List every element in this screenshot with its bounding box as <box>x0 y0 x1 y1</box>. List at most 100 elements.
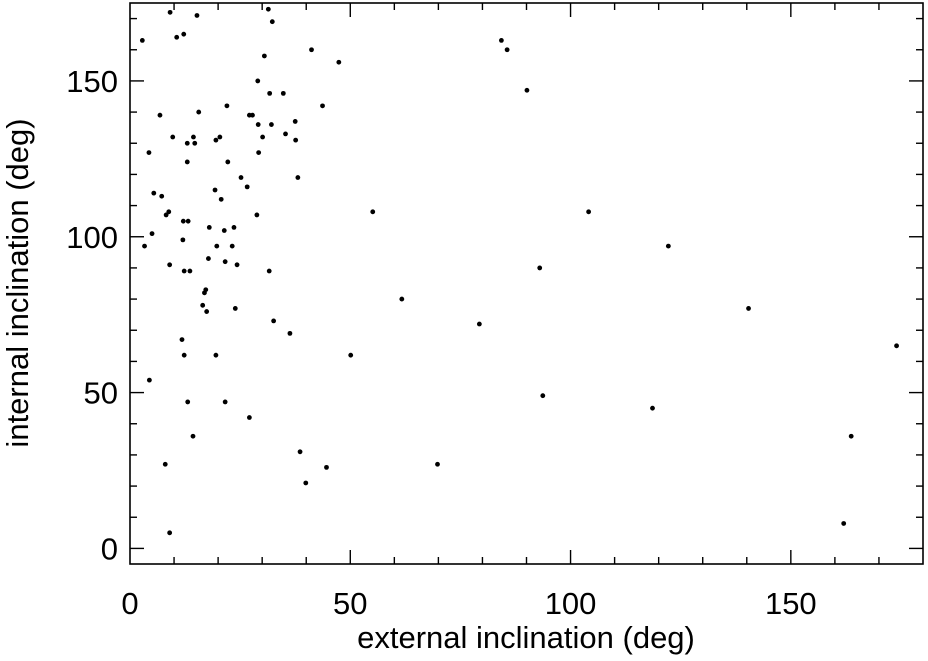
data-point <box>280 90 286 96</box>
data-point <box>320 103 325 109</box>
data-point <box>162 461 168 467</box>
data-point <box>260 134 266 140</box>
data-point <box>269 19 275 25</box>
data-point <box>292 119 298 124</box>
data-point <box>524 87 530 93</box>
y-tick-label: 100 <box>66 220 118 255</box>
data-point <box>540 393 546 399</box>
data-point <box>214 243 220 249</box>
data-point <box>265 6 271 12</box>
data-point <box>894 343 899 349</box>
data-point <box>586 209 592 215</box>
data-point <box>255 78 261 84</box>
data-point <box>399 296 405 302</box>
data-point <box>167 9 173 15</box>
data-point <box>229 243 235 249</box>
data-point <box>841 521 847 526</box>
data-point <box>191 134 196 140</box>
data-point <box>324 464 329 470</box>
data-point <box>746 306 751 311</box>
data-point <box>146 150 152 156</box>
axis-tick-labels: 0 50 100 150 0 50 100 150 <box>66 64 816 621</box>
data-point <box>184 159 190 165</box>
data-point <box>180 218 186 224</box>
data-point <box>222 259 228 265</box>
y-tick-label: 150 <box>66 64 118 99</box>
data-point <box>370 209 376 215</box>
x-tick-label: 150 <box>765 586 817 621</box>
data-point <box>151 190 157 196</box>
data-point <box>179 337 185 342</box>
data-point <box>139 38 145 43</box>
data-point <box>435 461 440 467</box>
data-point <box>261 53 267 59</box>
data-point <box>504 47 510 53</box>
data-point <box>170 134 176 140</box>
data-point <box>187 268 193 274</box>
x-tick-label: 0 <box>121 586 138 621</box>
data-point <box>167 262 173 268</box>
data-point <box>157 112 163 118</box>
data-point <box>166 209 172 215</box>
data-point <box>206 256 211 261</box>
data-point <box>269 122 274 127</box>
data-point <box>190 433 196 439</box>
data-point <box>224 103 230 109</box>
data-point <box>204 309 210 314</box>
data-point <box>196 109 202 115</box>
data-point <box>255 122 261 127</box>
data-point <box>213 352 219 358</box>
data-point <box>159 193 165 199</box>
data-point <box>336 59 342 65</box>
data-point <box>537 265 543 271</box>
data-point <box>149 231 155 237</box>
data-point <box>665 243 671 249</box>
data-point <box>309 47 314 53</box>
data-point <box>267 90 273 96</box>
data-point <box>217 134 223 140</box>
data-point <box>185 399 191 405</box>
data-point <box>192 140 198 146</box>
data-point <box>221 228 227 233</box>
data-point <box>256 150 262 156</box>
x-axis-label: external inclination (deg) <box>357 620 695 655</box>
data-point <box>232 306 238 311</box>
data-point <box>184 140 190 146</box>
data-point <box>246 415 252 420</box>
data-point <box>142 243 147 249</box>
data-point <box>167 530 173 536</box>
data-point <box>222 399 228 405</box>
data-point <box>212 187 218 193</box>
data-point <box>180 237 186 243</box>
data-point <box>200 302 206 308</box>
data-point <box>181 31 187 37</box>
y-axis-label: internal inclination (deg) <box>0 118 35 447</box>
data-point <box>185 218 191 224</box>
data-point <box>476 321 482 327</box>
data-point <box>218 196 224 202</box>
data-point <box>174 34 180 40</box>
data-point <box>297 449 303 455</box>
data-point <box>181 268 187 274</box>
data-point <box>250 112 255 118</box>
data-point <box>498 38 504 43</box>
data-point <box>238 175 244 180</box>
data-point <box>213 137 219 143</box>
data-point <box>194 13 200 18</box>
data-point <box>146 377 152 383</box>
data-point <box>225 159 231 165</box>
data-point <box>231 225 237 230</box>
x-tick-label: 50 <box>333 586 367 621</box>
data-point <box>202 290 207 296</box>
y-tick-label: 0 <box>101 531 118 566</box>
x-tick-label: 100 <box>545 586 597 621</box>
data-point <box>293 137 299 143</box>
data-point <box>650 405 655 411</box>
data-point <box>181 352 187 358</box>
axis-ticks <box>130 3 923 564</box>
data-point <box>254 212 260 218</box>
data-point <box>244 184 250 190</box>
data-point <box>266 268 272 274</box>
data-point <box>283 131 288 137</box>
